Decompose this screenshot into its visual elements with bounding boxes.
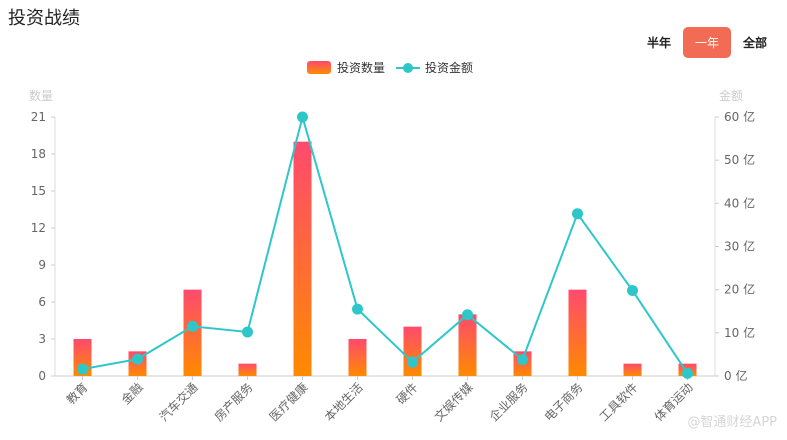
line-point[interactable] xyxy=(572,208,583,220)
line-point[interactable] xyxy=(517,354,528,366)
legend: 投资数量 投资金额 xyxy=(307,60,473,75)
y-right-tick-label: 60 亿 xyxy=(724,109,755,124)
bar[interactable] xyxy=(568,289,587,376)
legend-item-bar[interactable]: 投资数量 xyxy=(307,60,385,75)
line-point[interactable] xyxy=(242,326,253,338)
x-tick-label: 房产服务 xyxy=(211,380,256,425)
x-tick-label: 电子商务 xyxy=(541,380,586,425)
line-point[interactable] xyxy=(462,309,473,321)
y-left-tick-label: 18 xyxy=(31,147,46,161)
y-left-tick-label: 12 xyxy=(31,221,46,235)
x-tick-label: 企业服务 xyxy=(486,380,531,425)
watermark: @智通财经APP xyxy=(687,415,777,430)
tab-all[interactable]: 全部 xyxy=(742,36,767,50)
y-right-tick-label: 10 亿 xyxy=(724,325,755,340)
bar[interactable] xyxy=(183,289,202,376)
period-tabs: 半年 一年 全部 xyxy=(645,27,769,58)
legend-bar-swatch xyxy=(307,61,331,74)
y-left-tick-label: 3 xyxy=(38,332,46,346)
page-title: 投资战绩 xyxy=(8,8,80,29)
line-point[interactable] xyxy=(627,285,638,297)
line-point[interactable] xyxy=(77,363,88,375)
x-tick-label: 教育 xyxy=(63,380,91,408)
x-tick-label: 硬件 xyxy=(394,380,421,407)
line-point[interactable] xyxy=(187,320,198,332)
y-axis-right-name: 金额 xyxy=(719,88,743,103)
bar[interactable] xyxy=(623,363,642,376)
y-right-tick-label: 40 亿 xyxy=(724,195,755,210)
line-point[interactable] xyxy=(682,367,693,379)
legend-bar-label: 投资数量 xyxy=(337,60,385,75)
y-left-tick-label: 0 xyxy=(38,369,46,383)
bar[interactable] xyxy=(293,141,312,376)
legend-line-marker xyxy=(403,63,413,73)
tab-one-year[interactable]: 一年 xyxy=(682,27,731,58)
bar[interactable] xyxy=(458,314,477,376)
y-left-tick-label: 6 xyxy=(38,295,46,309)
bar[interactable] xyxy=(238,363,257,376)
line-point[interactable] xyxy=(407,356,418,368)
legend-line-label: 投资金额 xyxy=(425,60,473,75)
legend-item-line[interactable]: 投资金额 xyxy=(396,60,473,75)
y-right-tick-label: 50 亿 xyxy=(724,152,755,167)
x-tick-label: 工具软件 xyxy=(597,380,641,424)
bar[interactable] xyxy=(348,339,367,376)
bar[interactable] xyxy=(403,326,422,376)
y-left-tick-label: 9 xyxy=(38,258,46,272)
y-axis-left-name: 数量 xyxy=(29,88,53,103)
line-series xyxy=(77,111,693,379)
line-point[interactable] xyxy=(132,353,143,365)
x-tick-label: 文娱传媒 xyxy=(431,380,476,425)
amount-line xyxy=(82,113,689,374)
x-tick-label: 金融 xyxy=(118,380,146,408)
y-left-tick-label: 15 xyxy=(31,184,46,198)
y-left-tick-label: 21 xyxy=(31,110,46,124)
x-tick-label: 本地生活 xyxy=(322,380,366,424)
y-right-tick-label: 30 亿 xyxy=(724,239,755,254)
y-right-tick-label: 0 亿 xyxy=(724,368,747,383)
x-tick-label: 医疗健康 xyxy=(266,380,311,425)
line-point[interactable] xyxy=(297,111,308,123)
x-tick-label: 汽车交通 xyxy=(156,380,201,425)
line-point[interactable] xyxy=(352,303,363,315)
tab-half-year[interactable]: 半年 xyxy=(646,36,671,50)
y-right-tick-label: 20 亿 xyxy=(724,282,755,297)
